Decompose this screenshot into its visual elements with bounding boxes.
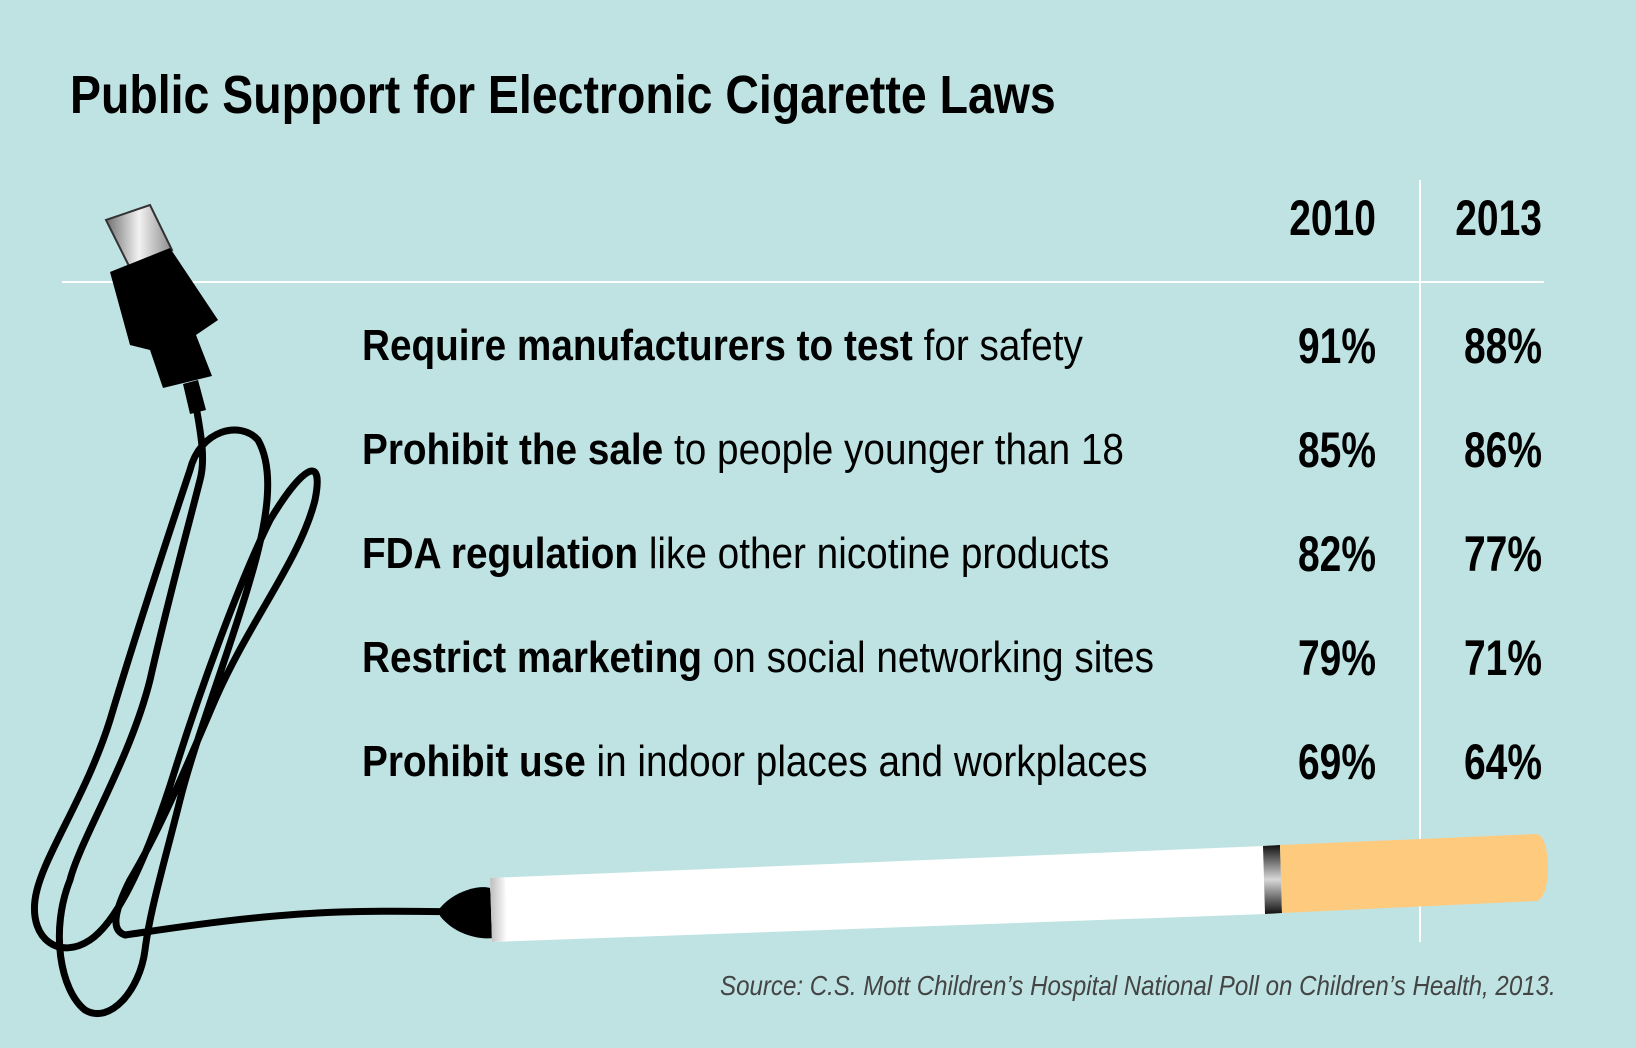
chart-title: Public Support for Electronic Cigarette … [70, 65, 1056, 125]
row-label: Prohibit the sale to people younger than… [362, 420, 1124, 480]
value-2010: 91% [1297, 318, 1376, 374]
source-note: Source: C.S. Mott Children’s Hospital Na… [720, 970, 1556, 1001]
value-2010: 69% [1297, 734, 1376, 790]
table-row: Restrict marketing on social networking … [0, 628, 1636, 688]
value-2013: 77% [1463, 526, 1542, 582]
value-2010: 79% [1297, 630, 1376, 686]
row-label-rest: to people younger than 18 [663, 425, 1124, 474]
row-label-bold: Require manufacturers to test [362, 321, 913, 370]
value-2010: 82% [1297, 526, 1376, 582]
row-label: Restrict marketing on social networking … [362, 628, 1154, 688]
table-row: Prohibit the sale to people younger than… [0, 420, 1636, 480]
row-label-rest: on social networking sites [701, 633, 1154, 682]
cigarette-filter-icon [1280, 834, 1548, 913]
value-2013: 86% [1463, 422, 1542, 478]
row-label-rest: for safety [912, 321, 1083, 370]
row-label-rest: like other nicotine products [638, 529, 1110, 578]
row-label-bold: Restrict marketing [362, 633, 702, 682]
row-label-bold: Prohibit the sale [362, 425, 664, 474]
row-label: Prohibit use in indoor places and workpl… [362, 732, 1148, 792]
cord-icon [30, 408, 474, 1017]
table-row: FDA regulation like other nicotine produ… [0, 524, 1636, 584]
value-2013: 64% [1463, 734, 1542, 790]
row-label: FDA regulation like other nicotine produ… [362, 524, 1109, 584]
usb-plug-icon [104, 203, 218, 414]
table-row: Prohibit use in indoor places and workpl… [0, 732, 1636, 792]
value-2013: 71% [1463, 630, 1542, 686]
value-2010: 85% [1297, 422, 1376, 478]
cigarette-band-icon [1263, 845, 1282, 914]
row-label-rest: in indoor places and workplaces [585, 737, 1148, 786]
cigarette-body-icon [490, 846, 1266, 942]
column-header-2013: 2013 [1455, 190, 1542, 246]
table-row: Require manufacturers to test for safety… [0, 316, 1636, 376]
column-header-2010: 2010 [1289, 190, 1376, 246]
row-label-bold: Prohibit use [362, 737, 586, 786]
row-label-bold: FDA regulation [362, 529, 639, 578]
row-label: Require manufacturers to test for safety [362, 316, 1083, 376]
cord-tip-icon [440, 887, 494, 939]
value-2013: 88% [1463, 318, 1542, 374]
